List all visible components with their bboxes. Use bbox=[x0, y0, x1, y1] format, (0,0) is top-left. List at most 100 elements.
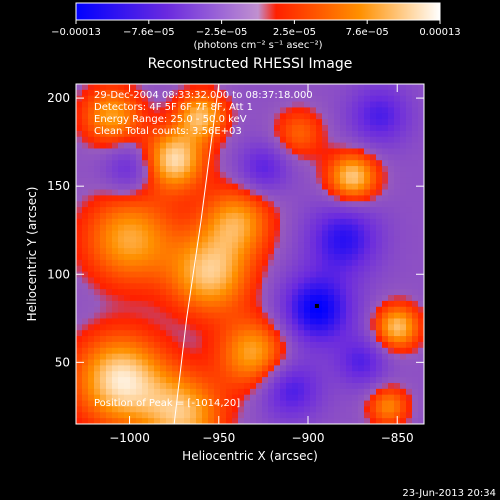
heatmap-cell bbox=[304, 130, 311, 138]
heatmap-cell bbox=[394, 166, 401, 173]
heatmap-cell bbox=[76, 212, 83, 220]
heatmap-cell bbox=[406, 101, 413, 109]
heatmap-cell bbox=[184, 412, 191, 419]
heatmap-cell bbox=[76, 201, 83, 208]
heatmap-cell bbox=[244, 283, 251, 290]
heatmap-cell bbox=[226, 212, 233, 220]
heatmap-cell bbox=[208, 359, 215, 366]
heatmap-cell bbox=[130, 201, 137, 208]
heatmap-cell bbox=[412, 259, 419, 267]
heatmap-cell bbox=[226, 84, 233, 91]
heatmap-cell bbox=[124, 330, 131, 337]
heatmap-cell bbox=[364, 125, 371, 132]
heatmap-cell bbox=[376, 365, 383, 372]
heatmap-cell bbox=[82, 271, 89, 279]
heatmap-cell bbox=[250, 265, 257, 273]
heatmap-cell bbox=[124, 365, 131, 372]
heatmap-cell bbox=[334, 136, 341, 144]
heatmap-cell bbox=[178, 84, 185, 91]
heatmap-cell bbox=[142, 113, 149, 120]
heatmap-cell bbox=[280, 371, 287, 378]
heatmap-cell bbox=[202, 177, 209, 185]
heatmap-cell bbox=[238, 289, 245, 296]
heatmap-cell bbox=[214, 324, 221, 331]
heatmap-cell bbox=[130, 84, 137, 91]
heatmap-cell bbox=[220, 125, 227, 132]
heatmap-cell bbox=[406, 400, 413, 408]
heatmap-cell bbox=[100, 160, 107, 167]
heatmap-cell bbox=[238, 306, 245, 314]
heatmap-cell bbox=[322, 212, 329, 220]
heatmap-cell bbox=[256, 330, 263, 337]
heatmap-cell bbox=[346, 400, 353, 408]
heatmap-cell bbox=[160, 89, 167, 97]
heatmap-cell bbox=[412, 377, 419, 384]
heatmap-cell bbox=[262, 230, 269, 238]
heatmap-cell bbox=[352, 177, 359, 185]
heatmap-cell bbox=[418, 254, 424, 261]
heatmap-cell bbox=[130, 289, 137, 296]
heatmap-cell bbox=[196, 212, 203, 220]
heatmap-cell bbox=[118, 136, 125, 144]
heatmap-cell bbox=[220, 289, 227, 296]
heatmap-cell bbox=[304, 277, 311, 284]
heatmap-cell bbox=[328, 365, 335, 372]
heatmap-cell bbox=[256, 236, 263, 243]
heatmap-cell bbox=[82, 119, 89, 126]
heatmap-cell bbox=[286, 412, 293, 419]
heatmap-cell bbox=[184, 236, 191, 243]
heatmap-cell bbox=[268, 224, 275, 232]
heatmap-cell bbox=[154, 330, 161, 337]
heatmap-cell bbox=[286, 130, 293, 138]
heatmap-cell bbox=[88, 336, 95, 343]
heatmap-cell bbox=[178, 242, 185, 249]
heatmap-cell bbox=[208, 113, 215, 120]
heatmap-cell bbox=[310, 171, 317, 179]
heatmap-cell bbox=[316, 277, 323, 284]
heatmap-cell bbox=[136, 388, 143, 396]
heatmap-cell bbox=[358, 306, 365, 314]
heatmap-cell bbox=[412, 242, 419, 249]
heatmap-cell bbox=[238, 136, 245, 144]
heatmap-cell bbox=[160, 224, 167, 232]
heatmap-cell bbox=[250, 230, 257, 238]
colorbar-ticks: −0.00013 −7.6e−05 −2.5e−05 2.5e−05 7.6e−05 0.… bbox=[51, 20, 461, 38]
heatmap-cell bbox=[82, 312, 89, 320]
heatmap-cell bbox=[340, 412, 347, 419]
heatmap-cell bbox=[154, 254, 161, 261]
heatmap-cell bbox=[148, 218, 155, 226]
heatmap-cell bbox=[340, 89, 347, 97]
heatmap-cell bbox=[256, 359, 263, 366]
heatmap-cell bbox=[388, 154, 395, 161]
heatmap-cell bbox=[148, 289, 155, 296]
heatmap-cell bbox=[250, 242, 257, 249]
heatmap-cell bbox=[124, 119, 131, 126]
heatmap-cell bbox=[256, 148, 263, 155]
heatmap-cell bbox=[190, 377, 197, 384]
heatmap-cell bbox=[238, 295, 245, 302]
heatmap-cell bbox=[406, 189, 413, 196]
heatmap-cell bbox=[226, 412, 233, 419]
heatmap-cell bbox=[76, 195, 83, 202]
heatmap-cell bbox=[208, 189, 215, 196]
heatmap-cell bbox=[256, 365, 263, 372]
heatmap-cell bbox=[304, 312, 311, 320]
heatmap-cell bbox=[118, 418, 125, 424]
heatmap-cell bbox=[208, 306, 215, 314]
heatmap-cell bbox=[94, 388, 101, 396]
heatmap-cell bbox=[112, 330, 119, 337]
heatmap-cell bbox=[286, 336, 293, 343]
heatmap-cell bbox=[322, 394, 329, 402]
heatmap-cell bbox=[388, 107, 395, 114]
heatmap-cell bbox=[178, 95, 185, 103]
heatmap-grid bbox=[76, 84, 424, 424]
heatmap-cell bbox=[364, 218, 371, 226]
heatmap-cell bbox=[286, 230, 293, 238]
heatmap-cell bbox=[166, 382, 173, 390]
heatmap-cell bbox=[358, 218, 365, 226]
heatmap-cell bbox=[136, 160, 143, 167]
heatmap-cell bbox=[412, 271, 419, 279]
heatmap-cell bbox=[352, 324, 359, 331]
heatmap-cell bbox=[160, 359, 167, 366]
heatmap-cell bbox=[286, 312, 293, 320]
